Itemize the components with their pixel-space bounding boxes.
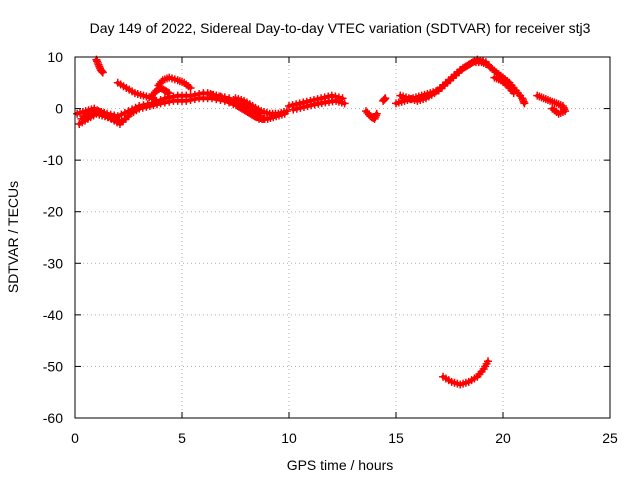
data-segment: [289, 96, 349, 114]
data-point: [307, 101, 316, 110]
data-point: [285, 101, 293, 110]
chart-title: Day 149 of 2022, Sidereal Day-to-day VTE…: [90, 20, 591, 36]
data-segment: [533, 91, 570, 118]
tick-labels: 0 5 10 15 20 25 10 0 -10 -20 -30 -40 -50 -60: [43, 49, 618, 446]
data-segment: [379, 94, 390, 105]
data-point: [292, 104, 301, 113]
data-point: [186, 83, 195, 92]
data-segment: [439, 357, 493, 389]
data-point: [509, 89, 518, 98]
data-point: [340, 99, 349, 108]
grid-lines: [75, 57, 610, 418]
y-tick-label: -20: [43, 204, 63, 220]
y-tick-label: 10: [47, 49, 63, 65]
plot-frame: [74, 56, 611, 419]
data-segment: [73, 104, 133, 129]
data-point: [190, 90, 199, 99]
data-point: [186, 91, 195, 100]
data-point: [381, 94, 390, 103]
data-point: [150, 95, 159, 104]
data-point: [165, 89, 174, 98]
data-point: [484, 357, 493, 366]
data-point: [152, 96, 161, 105]
data-point: [98, 68, 107, 77]
x-tick-label: 10: [281, 430, 297, 446]
data-point: [520, 99, 529, 108]
y-tick-label: -40: [43, 307, 63, 323]
x-tick-label: 15: [388, 430, 404, 446]
x-tick-label: 0: [71, 430, 79, 446]
data-point: [131, 103, 140, 112]
data-point: [128, 105, 137, 114]
y-axis-label: SDTVAR / TECUs: [5, 181, 21, 293]
data-segment: [490, 73, 518, 98]
data-point: [299, 103, 308, 112]
data-point: [282, 107, 291, 116]
data-segment: [148, 83, 174, 100]
y-tick-label: -50: [43, 358, 63, 374]
y-tick-label: -10: [43, 152, 63, 168]
data-point: [124, 112, 133, 121]
data-point: [139, 101, 148, 110]
data-point: [143, 100, 152, 109]
data-point: [372, 109, 381, 118]
data-point: [135, 101, 144, 110]
x-tick-label: 25: [602, 430, 618, 446]
data-segment: [396, 55, 490, 105]
y-tick-label: 0: [55, 101, 63, 117]
y-tick-label: -60: [43, 410, 63, 426]
data-point: [481, 58, 490, 67]
data-segment: [362, 107, 381, 123]
data-segment: [113, 78, 161, 105]
x-axis-label: GPS time / hours: [287, 457, 394, 473]
x-tick-label: 5: [178, 430, 186, 446]
data-point: [303, 102, 312, 111]
x-tick-label: 20: [495, 430, 511, 446]
data-point: [289, 105, 298, 114]
data-point: [548, 104, 557, 113]
data-point: [169, 92, 178, 101]
y-tick-label: -30: [43, 255, 63, 271]
data-point: [163, 88, 172, 97]
data-segment: [92, 55, 107, 77]
data-segment: [231, 94, 291, 118]
data-point: [195, 89, 204, 98]
data-point: [296, 103, 305, 112]
data-point: [117, 110, 126, 119]
data-points: [73, 55, 570, 389]
data-point: [160, 94, 169, 103]
